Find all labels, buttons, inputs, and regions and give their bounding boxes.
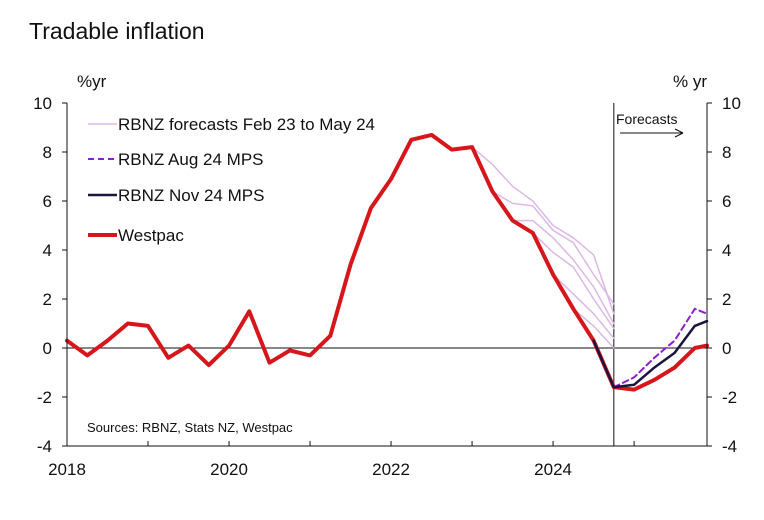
y-tick-label-left: 2 xyxy=(43,290,52,309)
forecast-arrow-head xyxy=(674,128,684,138)
y-tick-label-right: -2 xyxy=(722,388,737,407)
series-line-nov xyxy=(592,319,709,389)
forecast-label: Forecasts xyxy=(616,111,677,127)
x-tick-label: 2018 xyxy=(48,460,86,479)
series-line-feb_may xyxy=(572,308,615,349)
y-tick-label-right: 0 xyxy=(722,339,731,358)
y-tick-label-right: 6 xyxy=(722,192,731,211)
y-tick-label-left: 4 xyxy=(43,241,52,260)
legend-label-feb_may: RBNZ forecasts Feb 23 to May 24 xyxy=(118,115,375,134)
x-tick-label: 2020 xyxy=(210,460,248,479)
series-line-feb_may xyxy=(471,146,615,315)
y-tick-label-right: 2 xyxy=(722,290,731,309)
chart-title: Tradable inflation xyxy=(29,18,205,44)
y-tick-label-left: 6 xyxy=(43,192,52,211)
legend-label-aug: RBNZ Aug 24 MPS xyxy=(118,150,264,169)
y-tick-label-right: -4 xyxy=(722,437,737,456)
left-axis-unit-label: %yr xyxy=(77,72,107,91)
series-line-feb_may xyxy=(491,190,615,305)
y-tick-label-right: 8 xyxy=(722,143,731,162)
legend-label-nov: RBNZ Nov 24 MPS xyxy=(118,186,264,205)
y-tick-label-left: -2 xyxy=(37,388,52,407)
series-line-feb_may xyxy=(552,273,615,339)
right-axis-unit-label: % yr xyxy=(673,72,707,91)
y-tick-label-left: 8 xyxy=(43,143,52,162)
y-tick-label-left: 10 xyxy=(33,94,52,113)
series-line-westpac xyxy=(65,132,709,392)
source-note: Sources: RBNZ, Stats NZ, Westpac xyxy=(87,420,293,435)
legend-label-westpac: Westpac xyxy=(118,226,184,245)
y-tick-label-left: -4 xyxy=(37,437,52,456)
y-tick-label-right: 4 xyxy=(722,241,731,260)
series-line-aug xyxy=(612,307,708,389)
series-line-feb_may xyxy=(511,219,615,325)
series-line-feb_may xyxy=(532,232,615,330)
x-tick-label: 2022 xyxy=(372,460,410,479)
x-tick-label: 2024 xyxy=(534,460,572,479)
y-tick-label-right: 10 xyxy=(722,94,741,113)
y-tick-label-left: 0 xyxy=(43,339,52,358)
